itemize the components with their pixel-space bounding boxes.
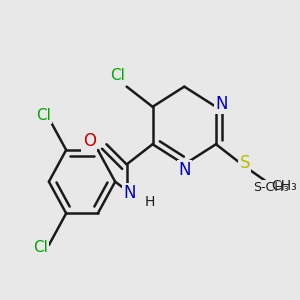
Text: O: O (83, 132, 96, 150)
Text: CH₃: CH₃ (271, 179, 296, 193)
Text: N: N (178, 161, 190, 179)
Text: S: S (239, 154, 250, 172)
Text: S: S (239, 155, 250, 173)
Text: Cl: Cl (33, 241, 48, 256)
Text: N: N (123, 184, 136, 202)
Text: H: H (145, 195, 155, 209)
Text: Cl: Cl (111, 68, 125, 82)
Text: S-CH₃: S-CH₃ (253, 181, 289, 194)
Text: Cl: Cl (36, 108, 50, 123)
Text: N: N (215, 95, 228, 113)
Text: N: N (215, 95, 228, 113)
